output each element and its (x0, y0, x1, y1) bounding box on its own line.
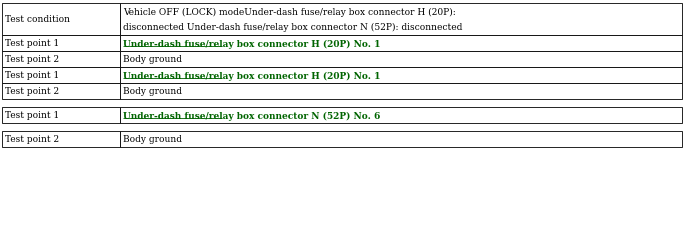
Text: Test point 1: Test point 1 (5, 39, 60, 48)
Bar (120, 131, 682, 147)
Text: Body ground: Body ground (122, 55, 182, 64)
Bar (2, 68, 120, 84)
Bar (120, 108, 682, 124)
Text: Test point 2: Test point 2 (5, 135, 59, 144)
Text: Under-dash fuse/relay box connector H (20P) No. 1: Under-dash fuse/relay box connector H (2… (122, 71, 380, 80)
Text: Test point 2: Test point 2 (5, 87, 59, 96)
Bar (2, 36, 120, 52)
Text: disconnected Under-dash fuse/relay box connector N (52P): disconnected: disconnected Under-dash fuse/relay box c… (122, 23, 462, 32)
Bar (2, 52, 120, 68)
Bar (120, 4, 682, 36)
Text: Test point 2: Test point 2 (5, 55, 59, 64)
Text: Body ground: Body ground (122, 87, 182, 96)
Bar (2, 131, 120, 147)
Bar (2, 108, 120, 124)
Text: Test point 1: Test point 1 (5, 71, 60, 80)
Text: Under-dash fuse/relay box connector H (20P) No. 1: Under-dash fuse/relay box connector H (2… (122, 39, 380, 48)
Text: Body ground: Body ground (122, 135, 182, 144)
Text: Vehicle OFF (LOCK) modeUnder-dash fuse/relay box connector H (20P):: Vehicle OFF (LOCK) modeUnder-dash fuse/r… (122, 8, 456, 17)
Bar (120, 68, 682, 84)
Text: Test condition: Test condition (5, 16, 70, 24)
Bar (120, 84, 682, 99)
Bar (2, 84, 120, 99)
Text: Under-dash fuse/relay box connector N (52P) No. 6: Under-dash fuse/relay box connector N (5… (122, 111, 380, 120)
Bar (2, 4, 120, 36)
Bar (120, 36, 682, 52)
Text: Test point 1: Test point 1 (5, 111, 60, 120)
Bar (120, 52, 682, 68)
